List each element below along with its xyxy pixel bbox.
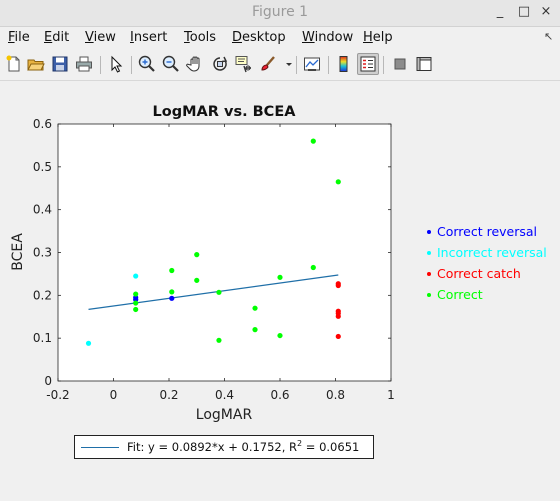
y-axis-label: BCEA [10, 233, 26, 271]
point-correct [310, 138, 316, 144]
save-icon[interactable] [50, 54, 70, 74]
x-tick-label: 0.6 [270, 388, 289, 402]
y-tick-label: 0.6 [33, 117, 52, 131]
point-correct [216, 289, 222, 295]
menu-tools[interactable]: Tools [184, 30, 217, 45]
point-incorrect-reversal [85, 340, 92, 346]
window-titlebar: Figure 1 _ □ × [0, 0, 560, 27]
y-tick-label: 0 [44, 374, 52, 388]
point-correct [194, 277, 200, 283]
point-correct [133, 291, 139, 297]
window-title: Figure 1 [251, 4, 309, 20]
figure-canvas: LogMAR vs. BCEA LogMAR BCEA -0.2 0 0.2 0.4 0… [0, 81, 560, 501]
fit-line [88, 274, 339, 310]
rotate-3d-icon[interactable] [210, 54, 230, 74]
print-icon[interactable] [74, 54, 94, 74]
link-plot-icon[interactable] [302, 54, 322, 74]
menu-desktop[interactable]: Desktop [232, 30, 286, 45]
pan-hand-icon[interactable] [186, 54, 206, 74]
point-correct [335, 179, 341, 185]
menu-view[interactable]: View [85, 30, 116, 45]
menu-bar: File Edit View Insert Tools Desktop Wind… [0, 27, 560, 49]
point-correct [252, 305, 258, 311]
y-tick-label: 0.4 [33, 203, 52, 217]
menu-edit[interactable]: Edit [44, 30, 70, 45]
fit-legend-label: Fit: y = 0.0892*x + 0.1752, R2 = 0.0651 [127, 439, 360, 454]
legend-entry-correct-catch: Correct catch [423, 263, 547, 284]
point-incorrect-reversal [133, 273, 139, 279]
legend-entry-correct-reversal: Correct reversal [423, 221, 547, 242]
axis-ticks: -0.2 0 0.2 0.4 0.6 0.8 100.10.20.30.40.50.6 [33, 117, 395, 402]
point-correct [133, 300, 139, 306]
toolbar-separator [383, 56, 384, 74]
legend[interactable]: Correct reversal Incorrect reversal Corr… [423, 221, 547, 305]
point-correct-catch [335, 333, 341, 340]
x-tick-label: 0.8 [326, 388, 345, 402]
legend-icon[interactable] [357, 53, 379, 75]
fit-legend-box[interactable]: Fit: y = 0.0892*x + 0.1752, R2 = 0.0651 [74, 435, 374, 459]
maximize-button[interactable]: □ [517, 4, 531, 19]
point-correct [310, 264, 316, 271]
legend-entry-correct: Correct [423, 284, 547, 305]
x-tick-label: -0.2 [46, 388, 69, 402]
legend-marker-incorrect-reversal [427, 250, 431, 255]
x-tick-label: 0.2 [159, 388, 178, 402]
dropdown-arrow-icon[interactable] [279, 54, 292, 74]
toolbar-separator [296, 56, 297, 74]
legend-marker-correct [427, 292, 431, 297]
colorbar-icon[interactable] [334, 54, 354, 74]
point-correct [277, 332, 283, 339]
data-points [85, 138, 341, 346]
y-tick-label: 0.3 [33, 246, 52, 260]
menu-window[interactable]: Window [302, 30, 354, 45]
zoom-out-icon[interactable] [161, 54, 181, 74]
axes-background [57, 123, 392, 382]
legend-marker-correct-catch [427, 271, 431, 276]
legend-entry-incorrect-reversal: Incorrect reversal [423, 242, 547, 263]
close-button[interactable]: × [540, 4, 552, 19]
scatter-chart[interactable]: LogMAR vs. BCEA LogMAR BCEA -0.2 0 0.2 0.4 0… [0, 81, 560, 501]
y-tick-label: 0.5 [33, 160, 52, 174]
toolbar-separator [131, 56, 132, 74]
point-correct-catch [335, 313, 341, 319]
x-axis-label: LogMAR [196, 407, 253, 423]
point-correct [277, 274, 283, 280]
point-correct [133, 306, 139, 313]
y-tick-label: 0.2 [33, 288, 52, 302]
x-tick-label: 0 [110, 388, 118, 402]
menu-insert[interactable]: Insert [130, 30, 168, 45]
menu-overflow-icon[interactable]: ↖ [544, 30, 554, 43]
zoom-in-icon[interactable] [137, 54, 157, 74]
point-correct [169, 289, 175, 295]
x-tick-label: 1 [387, 388, 395, 402]
point-correct [194, 252, 200, 258]
point-correct [252, 327, 258, 333]
figure-toolbar [0, 50, 560, 81]
point-correct [169, 267, 175, 274]
legend-marker-correct-reversal [427, 229, 431, 234]
x-tick-label: 0.4 [215, 388, 234, 402]
pointer-icon[interactable] [106, 54, 126, 74]
point-correct-catch [335, 282, 341, 289]
brush-icon[interactable] [258, 54, 278, 74]
hide-plot-tools-icon[interactable] [390, 54, 410, 74]
y-tick-label: 0.1 [33, 331, 52, 345]
minimize-button[interactable]: _ [496, 4, 504, 19]
point-correct-reversal [169, 295, 175, 301]
chart-title: LogMAR vs. BCEA [153, 104, 297, 120]
new-figure-icon[interactable] [4, 54, 24, 74]
point-correct [216, 337, 222, 343]
toolbar-separator [100, 56, 101, 74]
toolbar-separator [328, 56, 329, 74]
show-plot-tools-icon[interactable] [414, 54, 434, 74]
menu-file[interactable]: File [8, 30, 30, 45]
fit-line-layer [88, 274, 339, 310]
menu-help[interactable]: Help [363, 30, 393, 45]
open-file-icon[interactable] [26, 54, 46, 74]
fit-legend-line [81, 447, 119, 448]
data-cursor-icon[interactable] [234, 54, 254, 74]
